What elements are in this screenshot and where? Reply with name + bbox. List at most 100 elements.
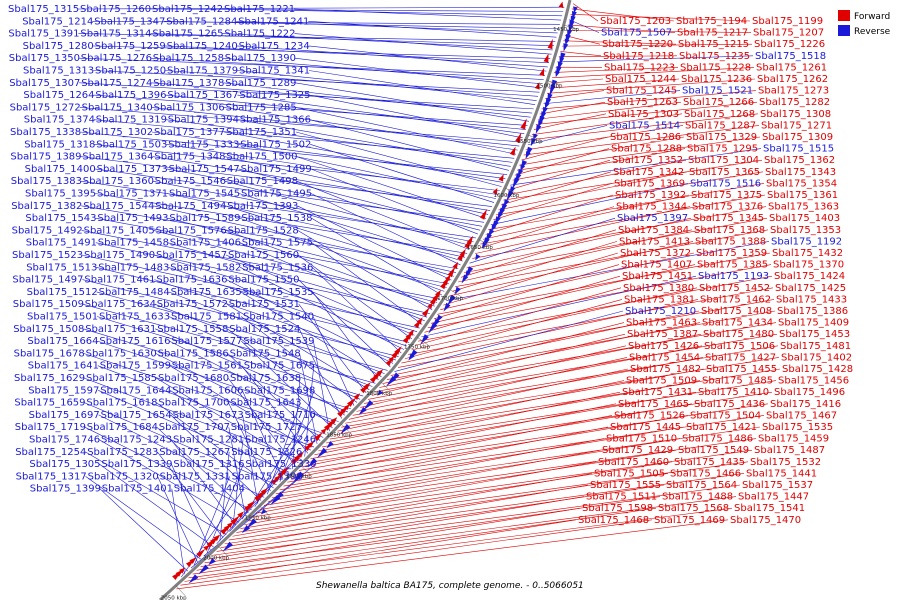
forward-gene-label[interactable]: Sbal175_1441 [746,468,817,479]
reverse-gene-label[interactable]: Sbal175_1340 [82,102,153,113]
forward-gene-label[interactable]: Sbal175_1408 [701,306,772,317]
reverse-gene-label[interactable]: Sbal175_1285 [226,102,297,113]
forward-gene-label[interactable]: Sbal175_1488 [662,492,733,503]
forward-gene-label[interactable]: Sbal175_1452 [699,283,770,294]
reverse-gene-label[interactable]: Sbal175_1524 [229,324,300,335]
reverse-gene-label[interactable]: Sbal175_1599 [100,361,171,372]
forward-gene-label[interactable]: Sbal175_1429 [602,445,673,456]
forward-gene-label[interactable]: Sbal175_1287 [685,120,756,131]
reverse-gene-label[interactable]: Sbal175_1550 [228,275,299,286]
forward-gene-label[interactable]: Sbal175_1432 [772,248,843,259]
reverse-gene-label[interactable]: Sbal175_1405 [84,225,155,236]
reverse-gene-label[interactable]: Sbal175_1406 [170,238,241,249]
reverse-gene-label[interactable]: Sbal175_1457 [156,250,227,261]
reverse-gene-label[interactable]: Sbal175_1633 [99,312,170,323]
reverse-gene-label[interactable]: Sbal175_1636 [156,275,227,286]
reverse-gene-label[interactable]: Sbal175_1404 [174,484,245,495]
forward-gene-label[interactable]: Sbal175_1407 [621,260,692,271]
forward-gene-label[interactable]: Sbal175_1425 [775,283,846,294]
forward-gene-label[interactable]: Sbal175_1482 [630,364,701,375]
reverse-gene-label[interactable]: Sbal175_1338 [10,127,81,138]
forward-gene-label[interactable]: Sbal175_1470 [730,515,801,526]
forward-gene-label[interactable]: Sbal175_1465 [618,399,689,410]
forward-gene-label[interactable]: Sbal175_1215 [678,39,749,50]
reverse-gene-label[interactable]: Sbal175_1494 [155,201,226,212]
forward-gene-label[interactable]: Sbal175_1207 [753,28,824,39]
reverse-gene-label[interactable]: Sbal175_1664 [27,336,98,347]
reverse-gene-label[interactable]: Sbal175_1347 [94,16,165,27]
forward-gene-label[interactable]: Sbal175_1409 [778,318,849,329]
forward-gene-label[interactable]: Sbal175_1451 [622,271,693,282]
reverse-gene-label[interactable]: Sbal175_1675 [244,361,315,372]
reverse-gene-label[interactable]: Sbal175_1276 [81,53,152,64]
reverse-gene-label[interactable]: Sbal175_1513 [26,262,97,273]
forward-gene-label[interactable]: Sbal175_1365 [689,167,760,178]
forward-gene-label[interactable]: Sbal175_1459 [758,434,829,445]
forward-gene-label[interactable]: Sbal175_1468 [578,515,649,526]
forward-gene-label[interactable]: Sbal175_1456 [778,376,849,387]
reverse-gene-label[interactable]: Sbal175_1341 [239,66,310,77]
reverse-gene-label[interactable]: Sbal175_1317 [16,471,87,482]
forward-gene-label[interactable]: Sbal175_1436 [694,399,765,410]
reverse-gene-label[interactable]: Sbal175_1638 [230,373,301,384]
reverse-gene-label[interactable]: Sbal175_1395 [25,189,96,200]
reverse-gene-label[interactable]: Sbal175_1393 [227,201,298,212]
reverse-gene-label[interactable]: Sbal175_1280 [23,41,94,52]
reverse-gene-label[interactable]: Sbal175_1389 [10,152,81,163]
reverse-gene-label[interactable]: Sbal175_1535 [243,287,314,298]
forward-gene-label[interactable]: Sbal175_1480 [703,329,774,340]
forward-gene-label[interactable]: Sbal175_1453 [779,329,850,340]
reverse-gene-label[interactable]: Sbal175_1265 [152,29,223,40]
reverse-gene-label[interactable]: Sbal175_1680 [158,373,229,384]
reverse-gene-label[interactable]: Sbal175_1727 [231,422,302,433]
reverse-gene-label[interactable]: Sbal175_1260 [80,4,151,15]
reverse-gene-label[interactable]: Sbal175_1641 [28,361,99,372]
reverse-gene-label[interactable]: Sbal175_1289 [225,78,296,89]
reverse-gene-label[interactable]: Sbal175_1523 [12,250,83,261]
forward-gene-label[interactable]: Sbal175_1433 [776,294,847,305]
reverse-gene-label[interactable]: Sbal175_1333 [168,139,239,150]
reverse-gene-label[interactable]: Sbal175_1241 [238,16,309,27]
forward-gene-label[interactable]: Sbal175_1532 [750,457,821,468]
forward-gene-label[interactable]: Sbal175_1220 [602,39,673,50]
forward-gene-label[interactable]: Sbal175_1454 [629,352,700,363]
reverse-gene-label[interactable]: Sbal175_1242 [152,4,223,15]
forward-gene-label[interactable]: Sbal175_1282 [759,97,830,108]
reverse-gene-label[interactable]: Sbal175_1254 [15,447,86,458]
forward-gene-label[interactable]: Sbal175_1481 [780,341,851,352]
forward-gene-label[interactable]: Sbal175_1352 [612,155,683,166]
forward-gene-label[interactable]: Sbal175_1199 [752,16,823,27]
reverse-gene-label[interactable]: Sbal175_1589 [169,213,240,224]
forward-gene-label[interactable]: Sbal175_1424 [774,271,845,282]
reverse-gene-label[interactable]: Sbal175_1684 [87,422,158,433]
reverse-gene-label[interactable]: Sbal175_1697 [29,410,100,421]
reverse-gene-label[interactable]: Sbal175_1399 [30,484,101,495]
reverse-gene-label[interactable]: Sbal175_1250 [95,66,166,77]
reverse-gene-label[interactable]: Sbal175_1606 [172,385,243,396]
reverse-gene-label[interactable]: Sbal175_1383 [11,176,82,187]
forward-gene-label[interactable]: Sbal175_1203 [600,16,671,27]
reverse-gene-label[interactable]: Sbal175_1558 [157,324,228,335]
forward-gene-label[interactable]: Sbal175_1368 [694,225,765,236]
forward-gene-label[interactable]: Sbal175_1361 [767,190,838,201]
reverse-gene-label[interactable]: Sbal175_1331 [160,471,231,482]
reverse-gene-label[interactable]: Sbal175_1577 [171,336,242,347]
reverse-gene-label[interactable]: Sbal175_1499 [241,164,312,175]
reverse-gene-label[interactable]: Sbal175_1518 [755,51,826,62]
reverse-gene-label[interactable]: Sbal175_1350 [9,53,80,64]
forward-gene-label[interactable]: Sbal175_1376 [692,202,763,213]
forward-gene-label[interactable]: Sbal175_1435 [674,457,745,468]
reverse-gene-label[interactable]: Sbal175_1378 [153,78,224,89]
forward-gene-label[interactable]: Sbal175_1288 [611,144,682,155]
reverse-gene-label[interactable]: Sbal175_1234 [239,41,310,52]
reverse-gene-label[interactable]: Sbal175_1258 [153,53,224,64]
forward-gene-label[interactable]: Sbal175_1434 [702,318,773,329]
reverse-gene-label[interactable]: Sbal175_1502 [240,139,311,150]
forward-gene-label[interactable]: Sbal175_1303 [608,109,679,120]
forward-gene-label[interactable]: Sbal175_1345 [693,213,764,224]
forward-gene-label[interactable]: Sbal175_1359 [696,248,767,259]
forward-gene-label[interactable]: Sbal175_1381 [624,294,695,305]
reverse-gene-label[interactable]: Sbal175_1398 [232,471,303,482]
forward-gene-label[interactable]: Sbal175_1385 [697,260,768,271]
reverse-gene-label[interactable]: Sbal175_1634 [85,299,156,310]
